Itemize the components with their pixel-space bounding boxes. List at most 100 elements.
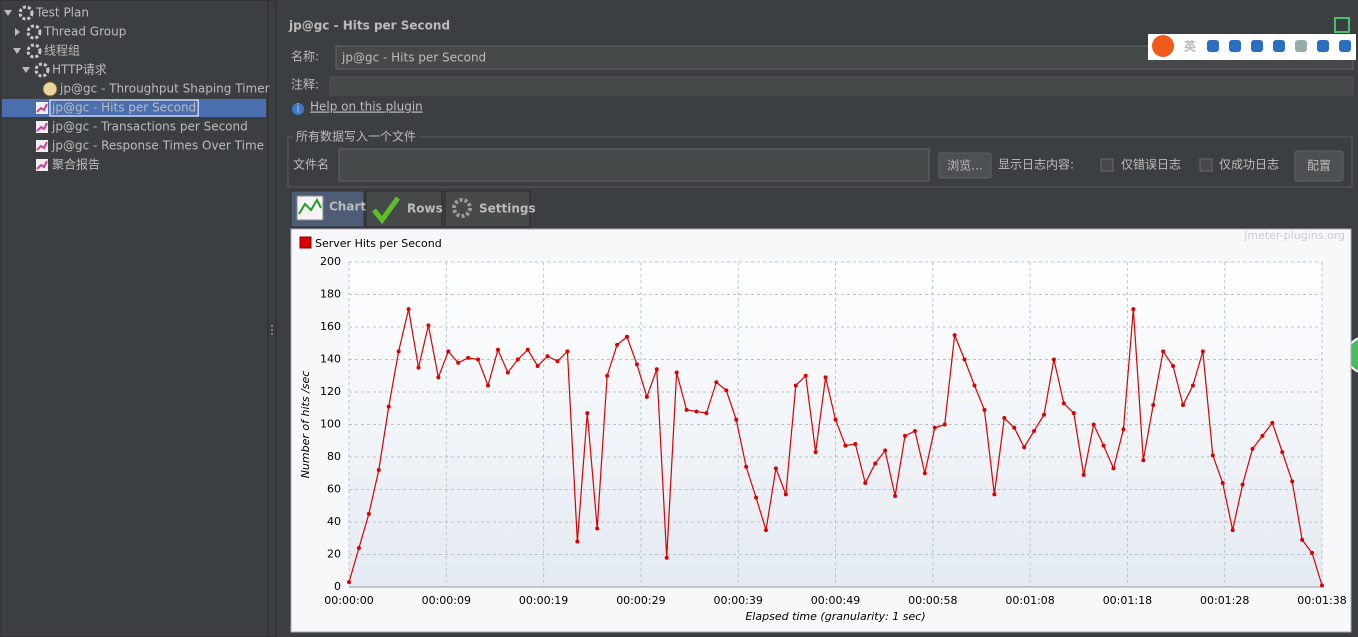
data-point [694, 409, 699, 414]
comment-input[interactable] [329, 76, 1354, 96]
data-point [754, 495, 759, 500]
tree-icon [26, 24, 42, 40]
tree-icon [36, 141, 48, 151]
legend-bg [293, 130, 420, 144]
data-point [903, 433, 907, 438]
tab-icon [372, 196, 401, 225]
ime-tool-icon[interactable] [1339, 40, 1351, 52]
data-point [982, 407, 987, 412]
ime-lang[interactable]: 英 [1184, 39, 1197, 54]
data-point [356, 546, 361, 550]
data-point [1220, 481, 1225, 485]
tree-icon [18, 5, 34, 21]
tab-icon [452, 198, 472, 218]
watermark: jmeter-plugins.org [1243, 229, 1345, 242]
chart: 0 20 40 60 80 100 120 140 160 180 200 00:00:00 00:00… [290, 228, 1352, 633]
data-point [416, 365, 421, 370]
tree-node-label[interactable]: 聚合报告 [52, 157, 100, 172]
config-button-label[interactable]: 配置 [1307, 159, 1331, 173]
data-point [764, 528, 768, 533]
data-point [386, 404, 391, 409]
y-tick-label: 40 [327, 515, 341, 528]
file-input[interactable] [338, 148, 930, 182]
file-group-border [287, 136, 1353, 188]
y-tick-label: 160 [320, 320, 341, 333]
tree-node-label[interactable]: Test Plan [35, 6, 89, 20]
data-point [1200, 349, 1205, 354]
y-tick-label: 200 [320, 255, 341, 268]
data-point [1091, 422, 1096, 427]
y-tick-label: 100 [320, 418, 341, 431]
tree-toggle[interactable] [4, 10, 12, 16]
ime-tool-icon[interactable] [1295, 40, 1307, 52]
tree-toggle[interactable] [22, 67, 30, 73]
data-point [1171, 364, 1176, 368]
tree-node-label[interactable]: jp@gc - Response Times Over Time [51, 139, 264, 153]
data-point [942, 422, 947, 427]
tree-node-label[interactable]: jp@gc - Throughput Shaping Timer [59, 82, 270, 96]
x-tick-label: 00:00:29 [616, 594, 665, 607]
tree-node-label[interactable]: jp@gc - Transactions per Second [51, 120, 248, 134]
data-point [396, 349, 401, 354]
errors-checkbox[interactable] [1100, 158, 1114, 172]
data-point [773, 466, 778, 471]
y-tick-label: 80 [327, 450, 341, 463]
data-point [962, 357, 967, 362]
tab[interactable] [365, 190, 443, 228]
data-point [932, 425, 937, 430]
data-point [1280, 450, 1285, 455]
data-point [793, 383, 798, 388]
tree-node-label[interactable]: Thread Group [43, 25, 126, 39]
x-tick-label: 00:01:08 [1005, 594, 1054, 607]
ime-tool-icon[interactable] [1273, 40, 1285, 52]
data-point [1002, 416, 1007, 420]
tree-icon [36, 160, 48, 170]
errors-label[interactable]: 仅错误日志 [1121, 158, 1181, 172]
data-point [922, 471, 927, 476]
browse-button-label[interactable]: 浏览... [947, 158, 982, 173]
tree-node-label[interactable]: HTTP请求 [52, 63, 107, 77]
legend-swatch [299, 236, 312, 249]
help-link[interactable]: Help on this plugin [310, 100, 423, 114]
ime-tool-icon[interactable] [1251, 40, 1263, 52]
data-point [783, 492, 788, 497]
tree-node-label[interactable]: 线程组 [44, 43, 80, 58]
ime-tool-icon[interactable] [1317, 40, 1329, 52]
data-point [654, 367, 659, 372]
config-button[interactable] [1294, 150, 1344, 182]
tree-toggle[interactable] [13, 48, 21, 54]
data-point [406, 307, 411, 312]
data-point [634, 362, 639, 367]
data-point [972, 383, 977, 388]
help-icon-glyph: i [296, 102, 299, 116]
ime-tool-icon[interactable] [1207, 40, 1219, 52]
tab-label[interactable]: Settings [479, 202, 536, 216]
x-tick-label: 00:00:09 [422, 594, 471, 607]
data-point [466, 355, 471, 360]
data-point [1190, 383, 1195, 388]
tree-toggle[interactable] [15, 28, 20, 36]
x-tick-label: 00:00:49 [811, 594, 860, 607]
tab-label[interactable]: Rows [407, 202, 443, 216]
log-label: 显示日志内容: [998, 157, 1074, 172]
data-point [505, 370, 510, 375]
panel-title: jp@gc - Hits per Second [288, 19, 450, 33]
expand-icon[interactable] [1334, 17, 1350, 33]
data-point [495, 347, 500, 352]
success-checkbox[interactable] [1199, 158, 1213, 172]
x-tick-label: 00:01:38 [1297, 594, 1346, 607]
ime-logo [1152, 35, 1174, 57]
success-label[interactable]: 仅成功日志 [1219, 158, 1279, 172]
tree-icon [26, 43, 42, 59]
tree-node-label[interactable]: jp@gc - Hits per Second [51, 101, 196, 115]
y-tick-label: 140 [320, 353, 341, 366]
data-point [1320, 583, 1324, 588]
ime-tool-icon[interactable] [1229, 40, 1241, 52]
tab[interactable] [444, 190, 531, 228]
splitter[interactable] [267, 0, 277, 637]
browse-button[interactable] [938, 152, 992, 179]
x-tick-label: 00:01:28 [1200, 594, 1249, 607]
tab-label[interactable]: Chart [329, 200, 366, 214]
data-point [1240, 482, 1245, 487]
